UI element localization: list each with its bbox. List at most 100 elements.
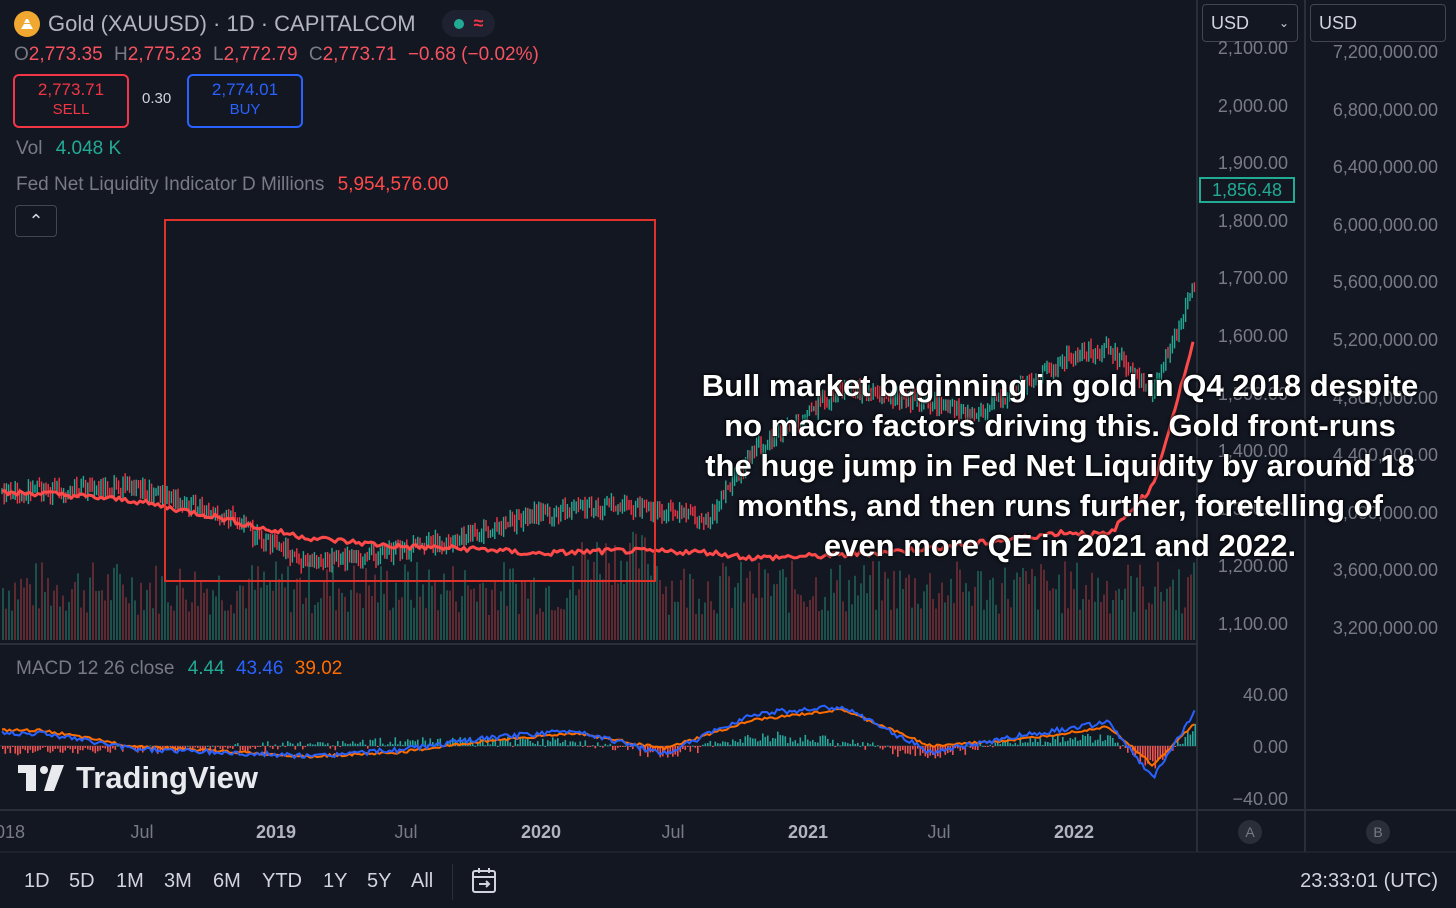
macd-hist-bar bbox=[1114, 742, 1117, 746]
volume-bar bbox=[1028, 583, 1030, 640]
macd-hist-bar bbox=[902, 746, 904, 751]
macd-hist-bar bbox=[862, 742, 864, 746]
macd-hist-bar bbox=[899, 746, 902, 752]
volume-bar bbox=[551, 610, 553, 640]
volume-bar bbox=[953, 603, 955, 640]
volume-bar bbox=[521, 581, 523, 640]
date-range-button[interactable] bbox=[470, 866, 500, 901]
currency-select-right[interactable]: USD bbox=[1310, 4, 1446, 42]
utc-clock[interactable]: 23:33:01 (UTC) bbox=[1300, 870, 1438, 892]
macd-hist-bar bbox=[679, 746, 682, 753]
volume-bar bbox=[1136, 577, 1138, 640]
currency-left-value: USD bbox=[1211, 12, 1250, 33]
volume-bar bbox=[77, 573, 79, 640]
volume-legend[interactable]: Vol 4.048 K bbox=[16, 138, 121, 160]
macd-hist-bar bbox=[619, 746, 622, 747]
timeframe-button-5d[interactable]: 5D bbox=[69, 870, 95, 892]
market-status-pill[interactable]: ≈ bbox=[441, 10, 496, 37]
volume-bar bbox=[395, 582, 397, 640]
macd-hist-bar bbox=[69, 746, 72, 750]
scale-b-button[interactable]: B bbox=[1366, 820, 1390, 844]
volume-bar bbox=[104, 600, 106, 640]
macd-hist-bar bbox=[34, 746, 37, 752]
macd-hist-bar bbox=[337, 741, 339, 746]
volume-bar bbox=[932, 598, 934, 640]
volume-bar bbox=[89, 577, 91, 640]
macd-hist-bar bbox=[1042, 744, 1044, 746]
volume-bar bbox=[1175, 610, 1177, 640]
volume-bar bbox=[614, 545, 616, 640]
volume-bar bbox=[548, 585, 550, 640]
volume-bar bbox=[746, 577, 748, 640]
symbol-title[interactable]: Gold (XAUUSD) · 1D · CAPITALCOM bbox=[48, 10, 416, 36]
timeframe-button-1m[interactable]: 1M bbox=[116, 870, 144, 892]
macd-hist-bar bbox=[477, 741, 479, 746]
volume-bar bbox=[50, 605, 52, 640]
macd-hist-bar bbox=[559, 743, 562, 746]
macd-hist-bar bbox=[1099, 734, 1102, 746]
volume-bar bbox=[557, 606, 559, 640]
volume-bar bbox=[887, 578, 889, 640]
macd-hist-bar bbox=[987, 746, 989, 747]
macd-hist-bar bbox=[459, 737, 462, 746]
timeframe-button-ytd[interactable]: YTD bbox=[262, 870, 302, 892]
tradingview-logo[interactable]: TradingView bbox=[18, 760, 258, 796]
volume-bar bbox=[317, 602, 319, 640]
currency-select-left[interactable]: USD ⌄ bbox=[1202, 4, 1298, 42]
macd-hist-bar bbox=[602, 746, 604, 748]
volume-bar bbox=[62, 595, 64, 640]
macd-hist-bar bbox=[259, 746, 262, 747]
symbol-header[interactable]: Gold (XAUUSD) · 1D · CAPITALCOM ≈ bbox=[14, 10, 496, 37]
macd-legend[interactable]: MACD 12 26 close 4.44 43.46 39.02 bbox=[16, 658, 342, 680]
macd-hist-bar bbox=[752, 738, 754, 746]
volume-bar bbox=[1082, 599, 1084, 640]
volume-bar bbox=[986, 599, 988, 640]
macd-hist-bar bbox=[887, 745, 889, 747]
timeframe-button-6m[interactable]: 6M bbox=[213, 870, 241, 892]
macd-hist-bar bbox=[687, 746, 689, 747]
macd-hist-bar bbox=[667, 746, 669, 758]
volume-bar bbox=[71, 589, 73, 640]
volume-bar bbox=[191, 602, 193, 640]
macd-hist-bar bbox=[579, 741, 582, 746]
volume-bar bbox=[80, 607, 82, 640]
macd-hist-bar bbox=[484, 745, 487, 747]
sell-button[interactable]: 2,773.71 SELL bbox=[13, 74, 129, 128]
volume-bar bbox=[1103, 594, 1105, 640]
volume-bar bbox=[581, 542, 583, 640]
macd-hist-bar bbox=[502, 738, 504, 746]
auto-scale-button[interactable]: A bbox=[1238, 820, 1262, 844]
macd-hist-bar bbox=[867, 742, 869, 746]
timeframe-button-1d[interactable]: 1D bbox=[24, 870, 50, 892]
volume-bar bbox=[914, 578, 916, 640]
collapse-indicators-button[interactable]: ⌃ bbox=[15, 205, 57, 237]
volume-bar bbox=[797, 594, 799, 640]
volume-bar bbox=[359, 593, 361, 640]
macd-hist-bar bbox=[852, 739, 854, 746]
high-label: H bbox=[114, 44, 128, 65]
volume-bar bbox=[905, 577, 907, 640]
volume-bar bbox=[596, 542, 598, 640]
time-axis-label: Jul bbox=[661, 822, 685, 842]
timeframe-button-1y[interactable]: 1Y bbox=[323, 870, 348, 892]
volume-bar bbox=[524, 580, 526, 640]
macd-hist-bar bbox=[307, 743, 309, 746]
macd-hist-bar bbox=[89, 746, 92, 751]
volume-bar bbox=[83, 590, 85, 640]
macd-hist-bar bbox=[837, 742, 839, 746]
volume-bar bbox=[275, 561, 277, 640]
volume-bar bbox=[662, 594, 664, 640]
macd-hist-bar bbox=[354, 743, 357, 746]
volume-bar bbox=[323, 582, 325, 640]
timeframe-button-5y[interactable]: 5Y bbox=[367, 870, 392, 892]
volume-bar bbox=[1157, 561, 1159, 640]
fed-liquidity-legend[interactable]: Fed Net Liquidity Indicator D Millions 5… bbox=[16, 174, 449, 196]
volume-bar bbox=[1037, 609, 1039, 640]
macd-hist-bar bbox=[169, 746, 172, 747]
timeframe-button-3m[interactable]: 3M bbox=[164, 870, 192, 892]
timeframe-button-all[interactable]: All bbox=[411, 870, 434, 892]
buy-button[interactable]: 2,774.01 BUY bbox=[187, 74, 303, 128]
macd-hist-bar bbox=[892, 746, 894, 755]
right-axis-tick: 6,800,000.00 bbox=[1332, 99, 1438, 120]
